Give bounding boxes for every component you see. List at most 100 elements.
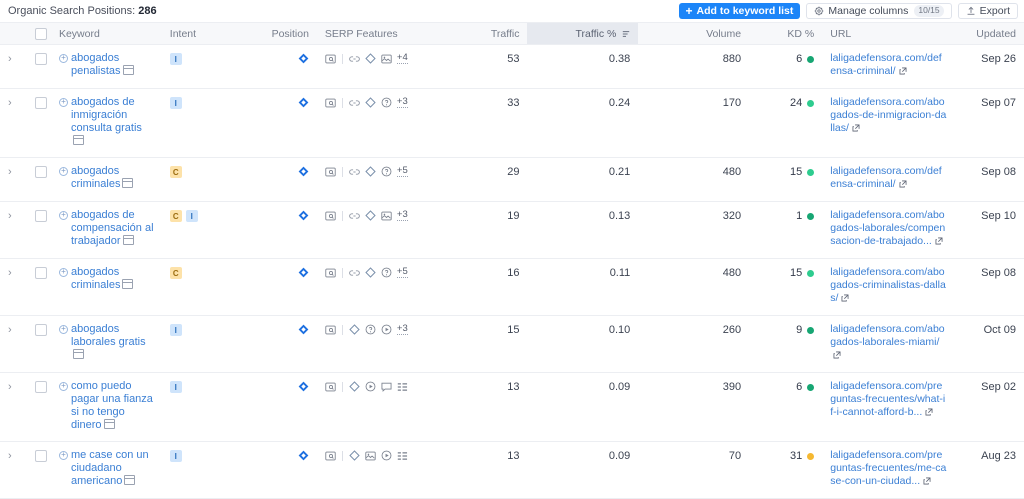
url-link[interactable]: laligadefensora.com/abogados-de-inmigrac… — [830, 96, 947, 134]
keyword-link[interactable]: abogados criminales — [71, 165, 154, 191]
intent-badge-i[interactable]: I — [169, 324, 182, 336]
image-icon[interactable] — [381, 211, 392, 221]
row-expand-cell[interactable]: › — [0, 88, 27, 158]
google-ads-diamond-icon[interactable] — [298, 97, 309, 108]
external-link-icon[interactable] — [925, 407, 933, 420]
intent-badge-c[interactable]: C — [169, 166, 182, 178]
row-expand-cell[interactable]: › — [0, 201, 27, 259]
row-select-cell[interactable] — [26, 88, 51, 158]
list-icon[interactable] — [397, 382, 408, 392]
row-select-cell[interactable] — [26, 201, 51, 259]
add-keyword-icon[interactable] — [58, 54, 68, 63]
row-select-cell[interactable] — [26, 315, 51, 373]
column-header-traffic[interactable]: Traffic — [434, 22, 528, 45]
column-header-keyword[interactable]: Keyword — [50, 22, 162, 45]
serp-more-count[interactable]: +3 — [396, 209, 408, 221]
serp-more-count[interactable]: +5 — [396, 165, 408, 177]
row-expand-cell[interactable]: › — [0, 372, 27, 442]
diamond-icon[interactable] — [365, 210, 376, 221]
question-icon[interactable] — [365, 324, 376, 335]
select-all-checkbox[interactable] — [34, 27, 47, 40]
row-checkbox[interactable] — [34, 97, 47, 109]
url-link[interactable]: laligadefensora.com/abogados-criminalist… — [830, 266, 946, 304]
keyword-link[interactable]: abogados laborales gratis — [71, 323, 154, 362]
external-link-icon[interactable] — [833, 350, 841, 363]
serp-card-icon[interactable] — [122, 65, 134, 75]
column-header-serp-features[interactable]: SERP Features — [316, 22, 435, 45]
google-ads-diamond-icon[interactable] — [298, 210, 309, 221]
table-row[interactable]: › como puedo pagar una fianza si no tengo… — [0, 372, 1024, 442]
row-checkbox[interactable] — [34, 450, 47, 462]
serp-card-icon[interactable] — [122, 235, 134, 245]
column-header-intent[interactable]: Intent — [161, 22, 244, 45]
row-expand-cell[interactable]: › — [0, 315, 27, 373]
serp-card-icon[interactable] — [124, 475, 136, 485]
link-icon[interactable] — [349, 212, 360, 220]
diamond-icon[interactable] — [365, 267, 376, 278]
serp-preview-icon[interactable] — [325, 98, 336, 108]
url-link[interactable]: laligadefensora.com/defensa-criminal/ — [830, 165, 942, 190]
external-link-icon[interactable] — [841, 293, 849, 306]
serp-more-count[interactable]: +5 — [396, 266, 408, 278]
diamond-icon[interactable] — [365, 53, 376, 64]
row-select-cell[interactable] — [26, 441, 51, 499]
video-icon[interactable] — [381, 450, 392, 461]
video-icon[interactable] — [381, 324, 392, 335]
row-select-cell[interactable] — [26, 372, 51, 442]
intent-badge-i[interactable]: I — [169, 381, 182, 393]
table-row[interactable]: › abogados de compensación al trabajador C… — [0, 201, 1024, 259]
chevron-right-icon[interactable]: › — [8, 450, 12, 462]
serp-card-icon[interactable] — [72, 349, 84, 359]
manage-columns-button[interactable]: Manage columns 10/15 — [806, 3, 952, 19]
column-header-volume[interactable]: Volume — [638, 22, 750, 45]
chevron-right-icon[interactable]: › — [8, 53, 12, 65]
intent-badge-c[interactable]: C — [169, 210, 182, 222]
keyword-link[interactable]: abogados criminales — [71, 266, 154, 292]
add-keyword-icon[interactable] — [58, 98, 68, 107]
comment-icon[interactable] — [381, 382, 392, 392]
diamond-icon[interactable] — [349, 450, 360, 461]
add-keyword-icon[interactable] — [58, 451, 68, 460]
table-row[interactable]: › abogados de inmigración consulta gratis… — [0, 88, 1024, 158]
chevron-right-icon[interactable]: › — [8, 166, 12, 178]
image-icon[interactable] — [381, 54, 392, 64]
url-link[interactable]: laligadefensora.com/abogados-laborales/c… — [830, 209, 946, 247]
row-checkbox[interactable] — [34, 210, 47, 222]
column-header-traffic-percent[interactable]: Traffic % — [527, 22, 639, 45]
row-select-cell[interactable] — [26, 258, 51, 316]
intent-badge-i[interactable]: I — [169, 53, 182, 65]
url-link[interactable]: laligadefensora.com/preguntas-frecuentes… — [830, 380, 946, 418]
serp-preview-icon[interactable] — [325, 451, 336, 461]
serp-more-count[interactable]: +3 — [396, 96, 408, 108]
video-icon[interactable] — [365, 381, 376, 392]
chevron-right-icon[interactable]: › — [8, 210, 12, 222]
row-expand-cell[interactable]: › — [0, 441, 27, 499]
google-ads-diamond-icon[interactable] — [298, 324, 309, 335]
diamond-icon[interactable] — [349, 324, 360, 335]
serp-more-count[interactable]: +3 — [396, 323, 408, 335]
url-link[interactable]: laligadefensora.com/defensa-criminal/ — [830, 52, 942, 77]
keyword-link[interactable]: abogados penalistas — [71, 52, 154, 78]
question-icon[interactable] — [381, 166, 392, 177]
serp-card-icon[interactable] — [103, 419, 115, 429]
chevron-right-icon[interactable]: › — [8, 324, 12, 336]
url-link[interactable]: laligadefensora.com/abogados-laborales-m… — [830, 323, 945, 348]
row-checkbox[interactable] — [34, 267, 47, 279]
external-link-icon[interactable] — [899, 179, 907, 192]
google-ads-diamond-icon[interactable] — [298, 381, 309, 392]
row-expand-cell[interactable]: › — [0, 44, 27, 89]
external-link-icon[interactable] — [899, 66, 907, 79]
row-select-cell[interactable] — [26, 44, 51, 89]
row-select-cell[interactable] — [26, 157, 51, 202]
google-ads-diamond-icon[interactable] — [298, 450, 309, 461]
table-row[interactable]: › me case con un ciudadano americano I 130.… — [0, 441, 1024, 499]
diamond-icon[interactable] — [349, 381, 360, 392]
intent-badge-i[interactable]: I — [169, 97, 182, 109]
serp-preview-icon[interactable] — [325, 54, 336, 64]
intent-badge-i[interactable]: I — [185, 210, 198, 222]
serp-preview-icon[interactable] — [325, 325, 336, 335]
keyword-link[interactable]: me case con un ciudadano americano — [71, 449, 154, 488]
keyword-link[interactable]: abogados de compensación al trabajador — [71, 209, 154, 248]
